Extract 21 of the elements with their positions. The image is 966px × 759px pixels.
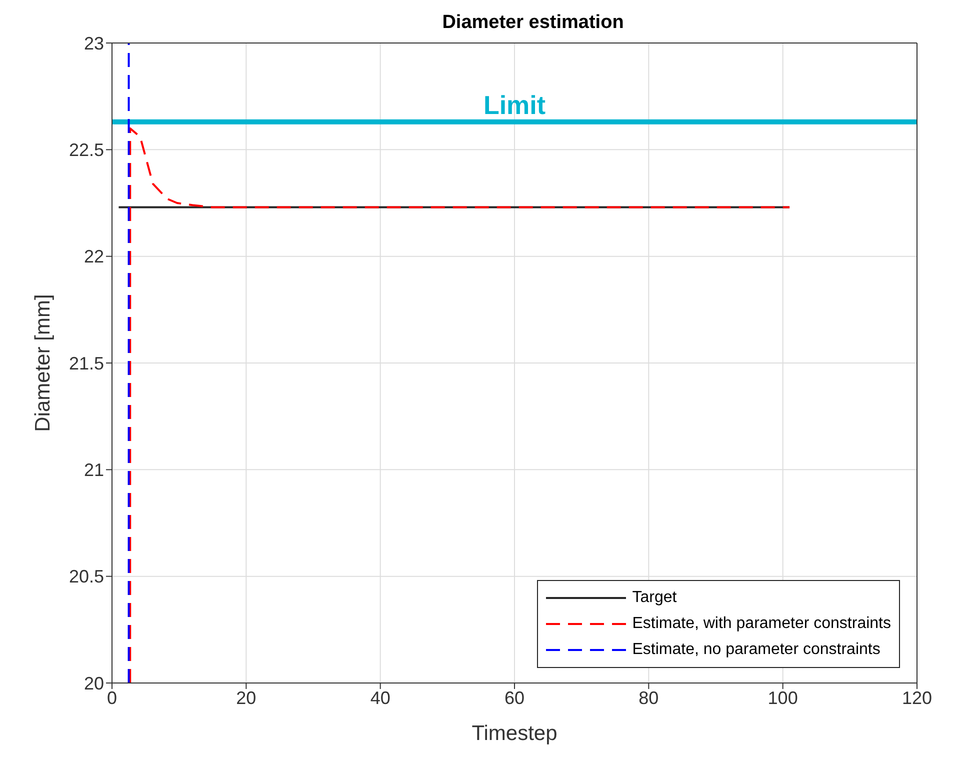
x-tick-label: 120: [902, 688, 932, 708]
y-tick-label: 23: [84, 33, 104, 54]
y-tick-label: 22.5: [68, 140, 104, 160]
x-tick-label: 80: [638, 688, 659, 708]
ref-line-label: Limit: [483, 90, 546, 120]
x-tick-label: 0: [106, 688, 118, 708]
x-tick-label: 20: [236, 688, 256, 708]
legend-label: Estimate, with parameter constraints: [632, 615, 891, 633]
y-tick-label: 21.5: [68, 353, 104, 374]
y-tick-label: 20.5: [68, 566, 104, 587]
x-tick-label: 60: [504, 688, 525, 708]
x-tick-label: 100: [768, 688, 798, 708]
y-tick-label: 20: [84, 673, 104, 694]
legend-label: Estimate, no parameter constraints: [632, 641, 880, 659]
x-axis-title: Timestep: [472, 722, 558, 745]
y-tick-label: 22: [84, 246, 104, 267]
x-tick-label: 40: [370, 688, 390, 708]
legend-label: Target: [632, 589, 677, 607]
chart-title: Diameter estimation: [442, 12, 624, 33]
y-axis-title: Diameter [mm]: [31, 294, 54, 432]
y-tick-label: 21: [84, 460, 104, 480]
